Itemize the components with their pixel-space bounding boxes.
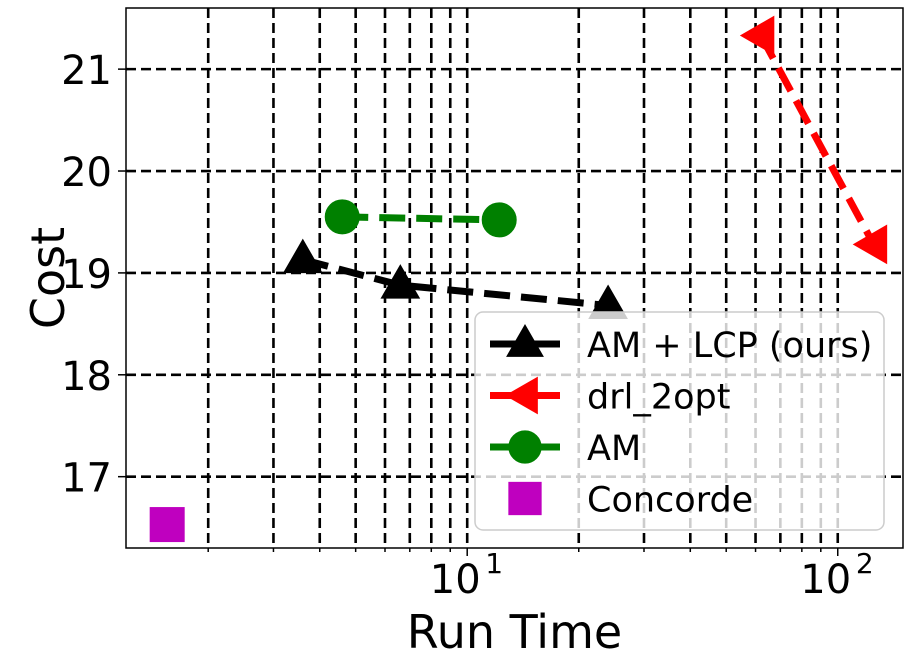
x-tick-label-exponent: 1 (485, 547, 503, 580)
series-line-drl-2opt (757, 33, 877, 247)
y-tick-label: 17 (61, 456, 112, 502)
y-tick-label: 20 (61, 150, 112, 196)
x-tick-label-base: 10 (430, 557, 481, 603)
data-point-am (324, 199, 360, 235)
legend-label: AM (587, 429, 641, 469)
y-tick-label: 18 (61, 354, 112, 400)
legend-marker (508, 481, 542, 516)
legend-marker (504, 376, 538, 415)
plot-frame (125, 7, 904, 549)
data-point-drl-2opt (739, 15, 775, 56)
legend-label: drl_2opt (587, 378, 730, 418)
x-tick-label-base: 10 (800, 557, 851, 603)
data-point-drl-2opt (852, 224, 888, 265)
data-point-am-lcp-ours (380, 264, 421, 299)
series-am-lcp-ours (282, 238, 628, 320)
x-tick-label: 10 2 (800, 547, 873, 603)
data-point-am (481, 202, 517, 238)
data-point-am-lcp-ours (282, 238, 323, 274)
x-tick-label-exponent: 2 (856, 547, 874, 580)
legend-marker (506, 323, 544, 357)
legend-box (474, 311, 885, 531)
legend-item-am: AM (490, 429, 641, 469)
y-axis-label: Cost (21, 227, 75, 329)
legend-label: Concorde (587, 481, 753, 521)
series-line-am-lcp-ours (301, 256, 609, 309)
y-tick-label: 19 (61, 252, 112, 298)
legend-item-am-lcp-ours: AM + LCP (ours) (490, 323, 872, 366)
plot-series (149, 15, 888, 543)
y-tick-label: 21 (61, 48, 112, 94)
x-axis-label: Run Time (407, 605, 622, 659)
series-concorde (149, 507, 185, 543)
data-point-concorde (149, 507, 185, 543)
series-am (324, 199, 517, 238)
series-line-am (342, 213, 500, 224)
legend: AM + LCP (ours) drl_2opt AM Concorde (474, 311, 885, 531)
legend-marker (508, 430, 542, 464)
x-tick-label: 10 1 (430, 547, 503, 603)
legend-item-drl-2opt: drl_2opt (490, 376, 730, 418)
legend-label: AM + LCP (ours) (587, 326, 872, 366)
series-drl-2opt (739, 15, 888, 265)
legend-item-concorde: Concorde (508, 481, 753, 521)
